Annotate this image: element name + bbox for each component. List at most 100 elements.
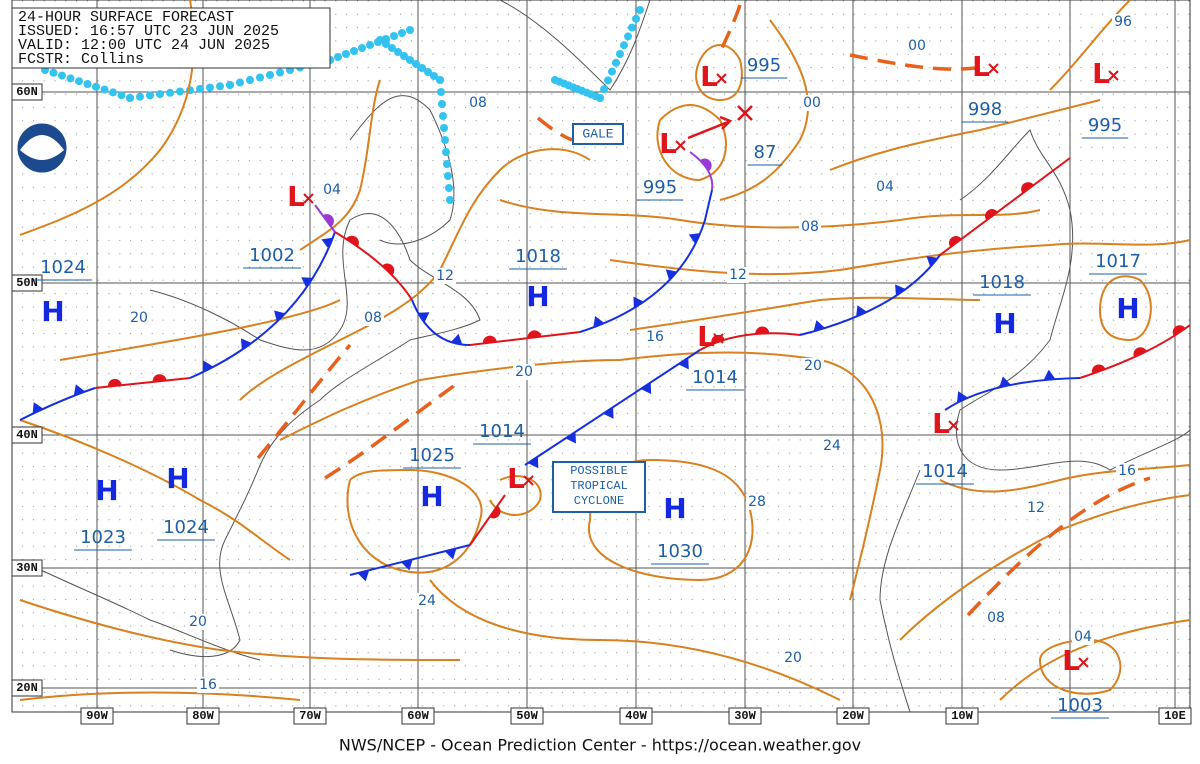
ice-dot <box>628 23 636 32</box>
pressure-label: 995 <box>1088 115 1122 136</box>
header-line: ISSUED: 16:57 UTC 23 JUN 2025 <box>18 23 279 40</box>
map-frame <box>11 0 1191 713</box>
front-symbol <box>301 277 313 288</box>
isobar-label-bg <box>801 95 823 111</box>
isobar-label: 00 <box>803 95 821 111</box>
front-symbol <box>321 237 333 249</box>
front <box>689 151 714 191</box>
ice-dot <box>366 41 374 49</box>
front-symbol <box>401 559 413 571</box>
high-symbol: H <box>420 480 443 513</box>
front-symbol <box>240 338 252 350</box>
ice-dot <box>418 64 426 72</box>
noaa-logo-gull <box>20 135 64 160</box>
ice-dot <box>75 77 83 86</box>
front-symbol <box>73 384 86 396</box>
front-symbol <box>895 284 906 296</box>
footer: NWS/NCEP - Ocean Prediction Center - htt… <box>339 736 861 755</box>
isobar <box>299 79 381 251</box>
troughs <box>256 4 1151 617</box>
front-symbol <box>956 391 968 403</box>
ice-dot <box>388 44 396 52</box>
isobar <box>19 599 461 661</box>
front-symbol <box>489 505 501 519</box>
pressure-label: 998 <box>968 99 1002 120</box>
low-cross <box>713 333 724 344</box>
ice-dot <box>436 76 444 84</box>
lon-label-box <box>836 707 870 725</box>
header-line: VALID: 12:00 UTC 24 JUN 2025 <box>18 37 270 54</box>
isobar <box>939 464 1191 493</box>
isobar <box>829 99 1101 171</box>
front-symbol <box>1091 364 1106 374</box>
isobar <box>1099 275 1152 342</box>
dissipating-low-marker <box>737 105 753 121</box>
isobar-label: 20 <box>515 364 533 380</box>
ice-dot <box>600 85 608 94</box>
isobar <box>609 239 1191 276</box>
pressure-label: 1018 <box>979 272 1025 293</box>
front <box>939 157 1071 256</box>
pressure-label: 1002 <box>249 245 295 266</box>
low-cross <box>675 140 686 151</box>
pressure-label: 1014 <box>479 421 525 442</box>
ice-dot <box>216 82 224 91</box>
isobar-label-bg <box>187 614 209 630</box>
ice-dot <box>438 100 446 108</box>
lon-label: 10W <box>951 709 973 723</box>
front-symbol <box>678 357 689 370</box>
ice-dot <box>441 136 449 144</box>
high-symbol: H <box>41 295 64 328</box>
lon-label-box <box>728 707 762 725</box>
pressure-label: 1023 <box>80 527 126 548</box>
graticule <box>12 0 1190 712</box>
low-cross <box>716 73 727 84</box>
ice-dot <box>382 40 390 48</box>
lon-label-box <box>1158 707 1192 725</box>
isobar-label: 12 <box>436 268 454 284</box>
trough <box>324 383 457 480</box>
ice-dot <box>58 71 66 80</box>
ice-dot <box>358 44 366 52</box>
ice-dot <box>266 71 274 79</box>
lon-label-box <box>619 707 653 725</box>
front-symbol <box>755 326 770 334</box>
front <box>19 387 96 421</box>
lon-label: 60W <box>407 709 429 723</box>
trough <box>849 53 976 71</box>
ice-dot <box>136 92 144 101</box>
ice-dot <box>246 76 254 84</box>
front-symbol <box>700 158 712 172</box>
lon-label: 90W <box>86 709 108 723</box>
ice-dot <box>446 196 454 204</box>
low-symbol: L <box>507 462 525 495</box>
ice-dot <box>66 74 75 83</box>
header-line: FCSTR: Collins <box>18 51 144 68</box>
front-symbol <box>527 456 539 469</box>
front-symbol <box>665 269 678 281</box>
lat-label: 20N <box>16 681 38 695</box>
front <box>334 231 413 301</box>
front-symbol <box>357 570 370 582</box>
isobar-label-bg <box>434 268 456 284</box>
ice-dot <box>406 26 414 34</box>
isobar-label-bg <box>1116 463 1138 479</box>
lon-label-box <box>80 707 114 725</box>
front-symbol <box>1172 325 1186 337</box>
isobar <box>629 296 981 331</box>
ice-dot <box>439 112 447 120</box>
lat-label: 30N <box>16 561 38 575</box>
header-box <box>11 7 331 69</box>
low-cross <box>948 420 959 431</box>
ice-dot <box>256 73 264 82</box>
ice-dot <box>100 85 109 94</box>
isobar <box>499 199 1041 229</box>
ice-dot <box>117 91 126 100</box>
ice-dot <box>442 148 450 156</box>
isobar-label: 16 <box>646 329 664 345</box>
lon-label: 70W <box>299 709 321 723</box>
coastline <box>499 0 651 91</box>
ice-dot <box>400 52 408 60</box>
ice-dot <box>604 76 612 85</box>
isobar-label: 08 <box>987 610 1005 626</box>
